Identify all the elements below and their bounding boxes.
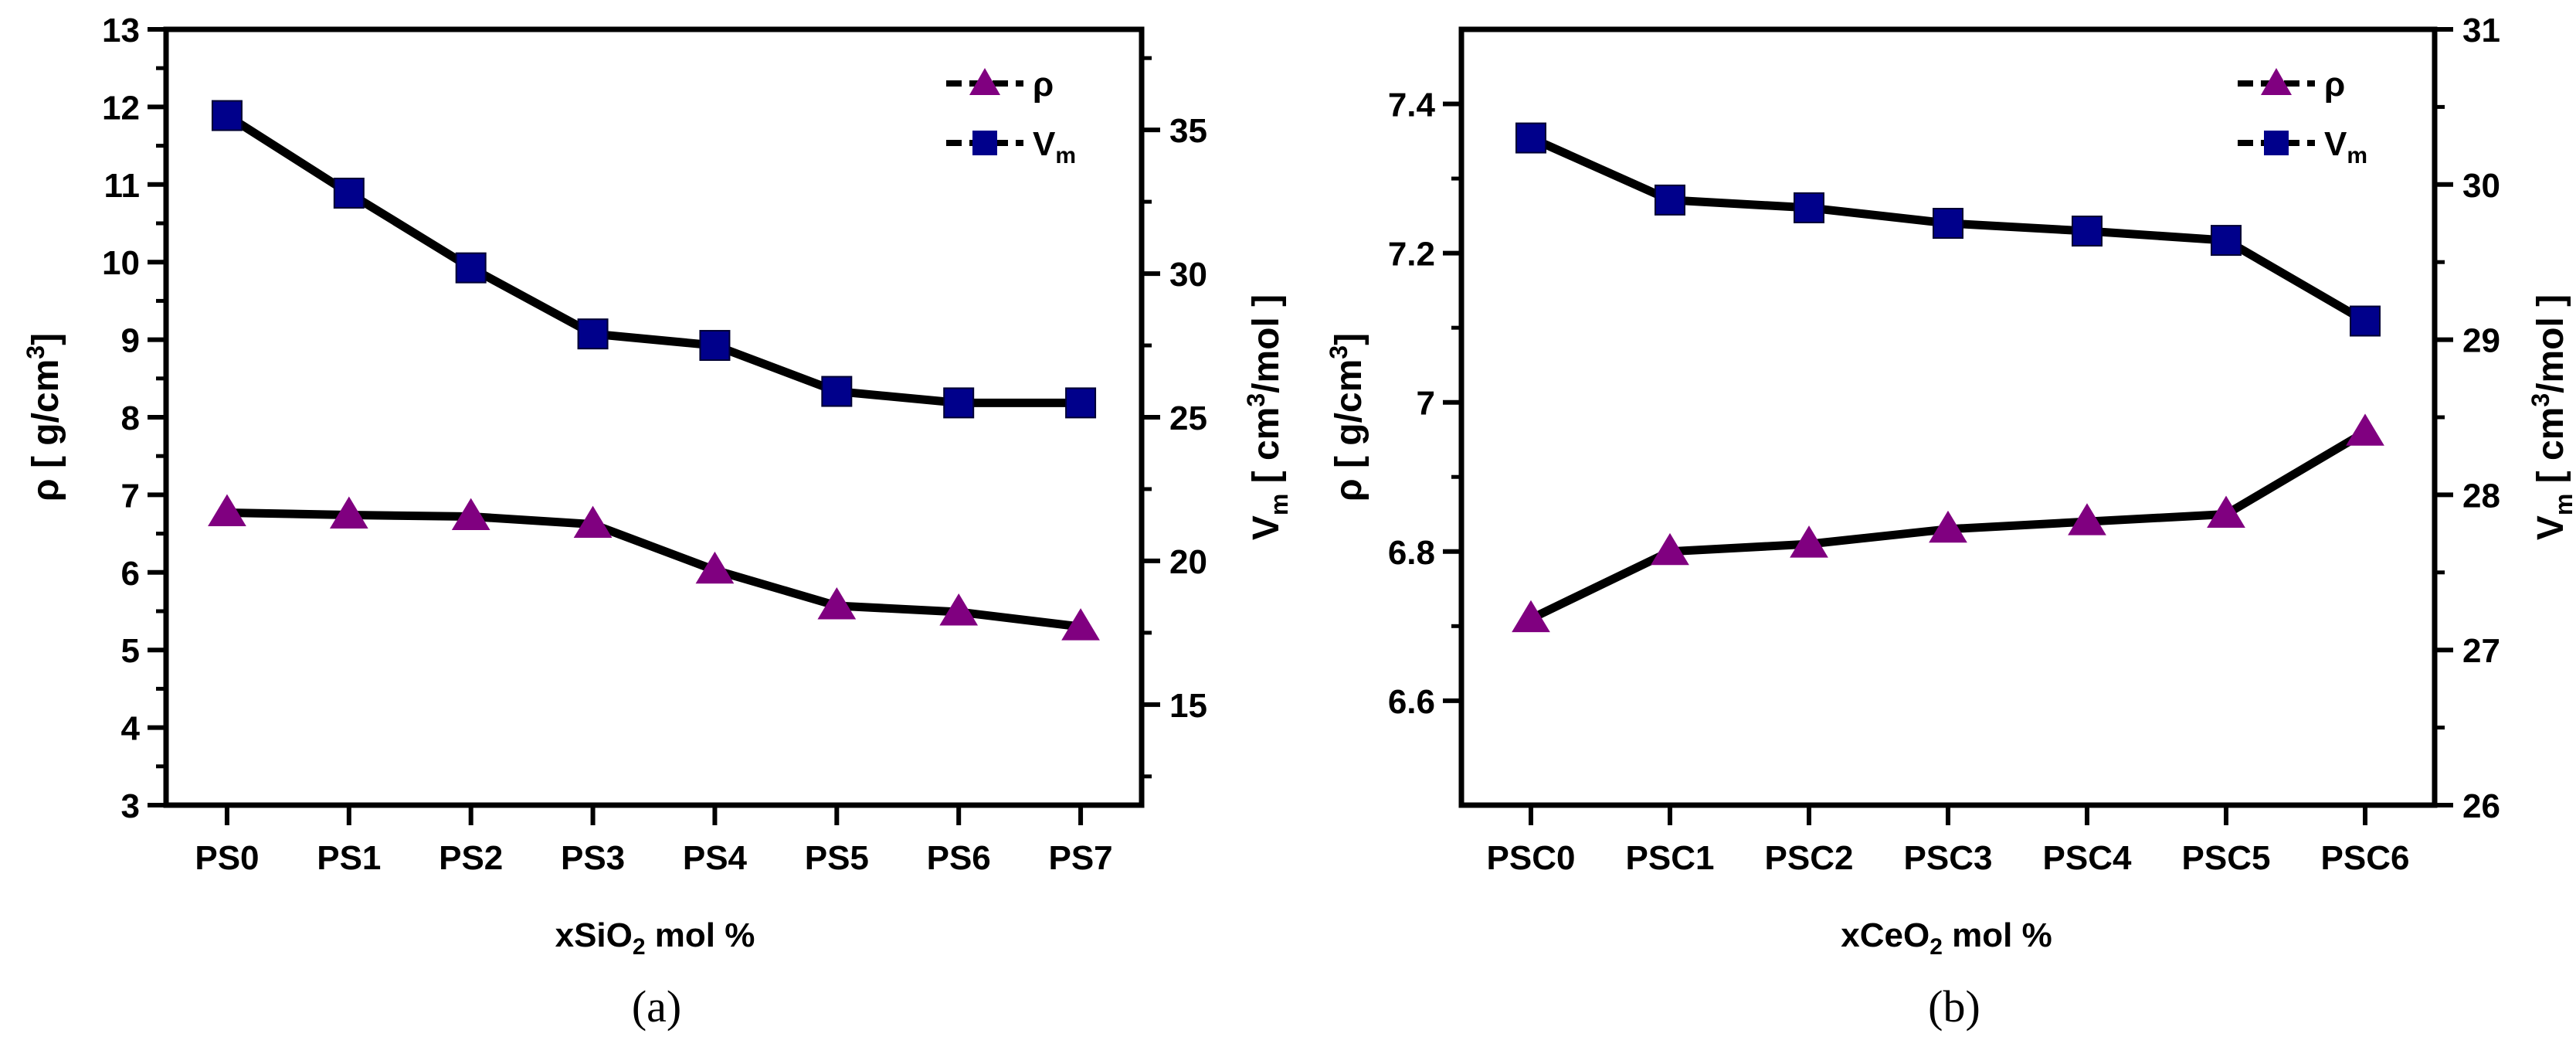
- y-left-tick-label: 10: [102, 244, 140, 282]
- x-tick-label: PSC5: [2182, 839, 2271, 877]
- x-tick-label: PSC6: [2321, 839, 2410, 877]
- y-left-tick-label: 4: [121, 710, 141, 748]
- chart-panel-a: PS0 PS1 PS2 PS3 PS4 PS5 PS6 PS7 3 4 5 6 7 8 9 10 11 12 13 1…: [22, 12, 1293, 1032]
- panel-label: (a): [632, 981, 681, 1032]
- marker-rho-4: [695, 551, 735, 584]
- marker-vm-5: [821, 376, 853, 407]
- marker-rho-6: [2346, 413, 2384, 446]
- y-right-axis-label: Vm [ cm3/mol ]: [1242, 294, 1293, 540]
- marker-vm-5: [2211, 225, 2242, 257]
- y-left-tick-label: 7.4: [1388, 87, 1436, 124]
- marker-vm-6: [943, 387, 975, 419]
- legend-label-rho: ρ: [1033, 66, 1054, 104]
- y-right-tick-label: 29: [2462, 322, 2500, 360]
- marker-vm-4: [2072, 216, 2103, 247]
- x-tick-label: PS3: [561, 839, 625, 877]
- x-tick-label: PS6: [927, 839, 991, 877]
- panel-label: (b): [1928, 981, 1980, 1032]
- y-right-tick-label: 28: [2462, 477, 2500, 515]
- y-left-tick-label: 6.6: [1388, 683, 1435, 721]
- marker-vm-2: [455, 252, 487, 284]
- y-left-tick-label: 6: [121, 555, 140, 593]
- y-right-tick-label: 31: [2462, 12, 2500, 49]
- series-line-vm: [224, 111, 1081, 407]
- y-left-tick-label: 13: [102, 12, 140, 49]
- y-right-tick-label: 26: [2462, 787, 2500, 825]
- y-right-tick-label: 27: [2462, 632, 2500, 670]
- y-left-tick-label: 6.8: [1388, 534, 1435, 572]
- x-tick-label: PS2: [439, 839, 503, 877]
- x-tick-label: PS7: [1048, 839, 1112, 877]
- marker-vm-1: [1655, 184, 1685, 216]
- y-left-tick-label: 7.2: [1388, 236, 1435, 274]
- marker-vm-1: [333, 177, 365, 209]
- x-tick-label: PS0: [195, 839, 259, 877]
- marker-vm-0: [211, 100, 243, 131]
- marker-rho-3: [573, 505, 613, 539]
- marker-rho-3: [1929, 510, 1967, 543]
- legend-marker-vm: [972, 131, 997, 155]
- marker-rho-2: [451, 498, 490, 531]
- y-right-tick-label: 30: [1169, 256, 1207, 294]
- marker-vm-0: [1515, 122, 1546, 154]
- y-left-tick-label: 3: [121, 787, 140, 825]
- y-left-tick-label: 12: [102, 89, 140, 127]
- y-left-tick-label: 8: [121, 399, 140, 437]
- y-left-axis-label: ρ [ g/cm3]: [1325, 333, 1369, 501]
- x-axis-label: xSiO2 mol %: [555, 916, 755, 960]
- legend-marker-vm: [2264, 131, 2289, 155]
- y-left-tick-label: 7: [121, 477, 140, 515]
- y-left-axis-label: ρ [ g/cm3]: [22, 333, 66, 501]
- chart-panel-b: PSC0 PSC1 PSC2 PSC3 PSC4 PSC5 PSC6 6.6 6.8 7 7.2 7.…: [1325, 12, 2576, 1032]
- marker-rho-1: [1651, 532, 1689, 566]
- marker-rho-0: [208, 494, 246, 526]
- y-right-tick-label: 35: [1169, 112, 1207, 150]
- x-tick-label: PSC2: [1765, 839, 1854, 877]
- marker-vm-3: [1933, 208, 1963, 239]
- marker-vm-7: [1065, 387, 1097, 419]
- x-tick-label: PS1: [317, 839, 381, 877]
- legend-label-rho: ρ: [2324, 66, 2345, 104]
- y-right-tick-label: 20: [1169, 543, 1207, 581]
- marker-rho-1: [329, 496, 368, 529]
- x-tick-label: PSC0: [1487, 839, 1576, 877]
- legend-label-vm: Vm: [1033, 125, 1076, 168]
- series-line-rho: [226, 508, 1081, 631]
- x-tick-label: PS4: [683, 839, 748, 877]
- marker-rho-5: [817, 587, 857, 620]
- y-right-tick-label: 15: [1169, 687, 1207, 725]
- y-right-tick-label: 25: [1169, 399, 1207, 437]
- x-tick-label: PSC4: [2043, 839, 2132, 877]
- marker-rho-4: [2068, 503, 2106, 535]
- y-left-tick-label: 7: [1417, 385, 1435, 423]
- x-tick-label: PSC1: [1626, 839, 1715, 877]
- y-left-tick-label: 9: [121, 322, 140, 360]
- marker-vm-3: [577, 318, 609, 350]
- marker-rho-0: [1512, 600, 1550, 633]
- legend-marker-rho: [2261, 68, 2292, 95]
- marker-rho-5: [2207, 495, 2245, 528]
- x-axis-label: xCeO2 mol %: [1841, 916, 2052, 960]
- legend-label-vm: Vm: [2324, 125, 2367, 168]
- y-right-tick-label: 30: [2462, 167, 2500, 205]
- y-left-tick-label: 5: [121, 632, 140, 670]
- marker-vm-4: [699, 330, 731, 362]
- marker-vm-2: [1794, 192, 1824, 223]
- marker-vm-6: [2350, 305, 2381, 337]
- legend-marker-rho: [969, 68, 1000, 95]
- y-left-tick-label: 11: [104, 167, 140, 205]
- marker-rho-6: [939, 593, 979, 626]
- x-tick-label: PSC3: [1904, 839, 1993, 877]
- y-right-axis-label: Vm [ cm3/mol ]: [2527, 294, 2576, 540]
- marker-rho-7: [1061, 608, 1100, 641]
- x-tick-label: PS5: [805, 839, 869, 877]
- marker-rho-2: [1790, 525, 1828, 558]
